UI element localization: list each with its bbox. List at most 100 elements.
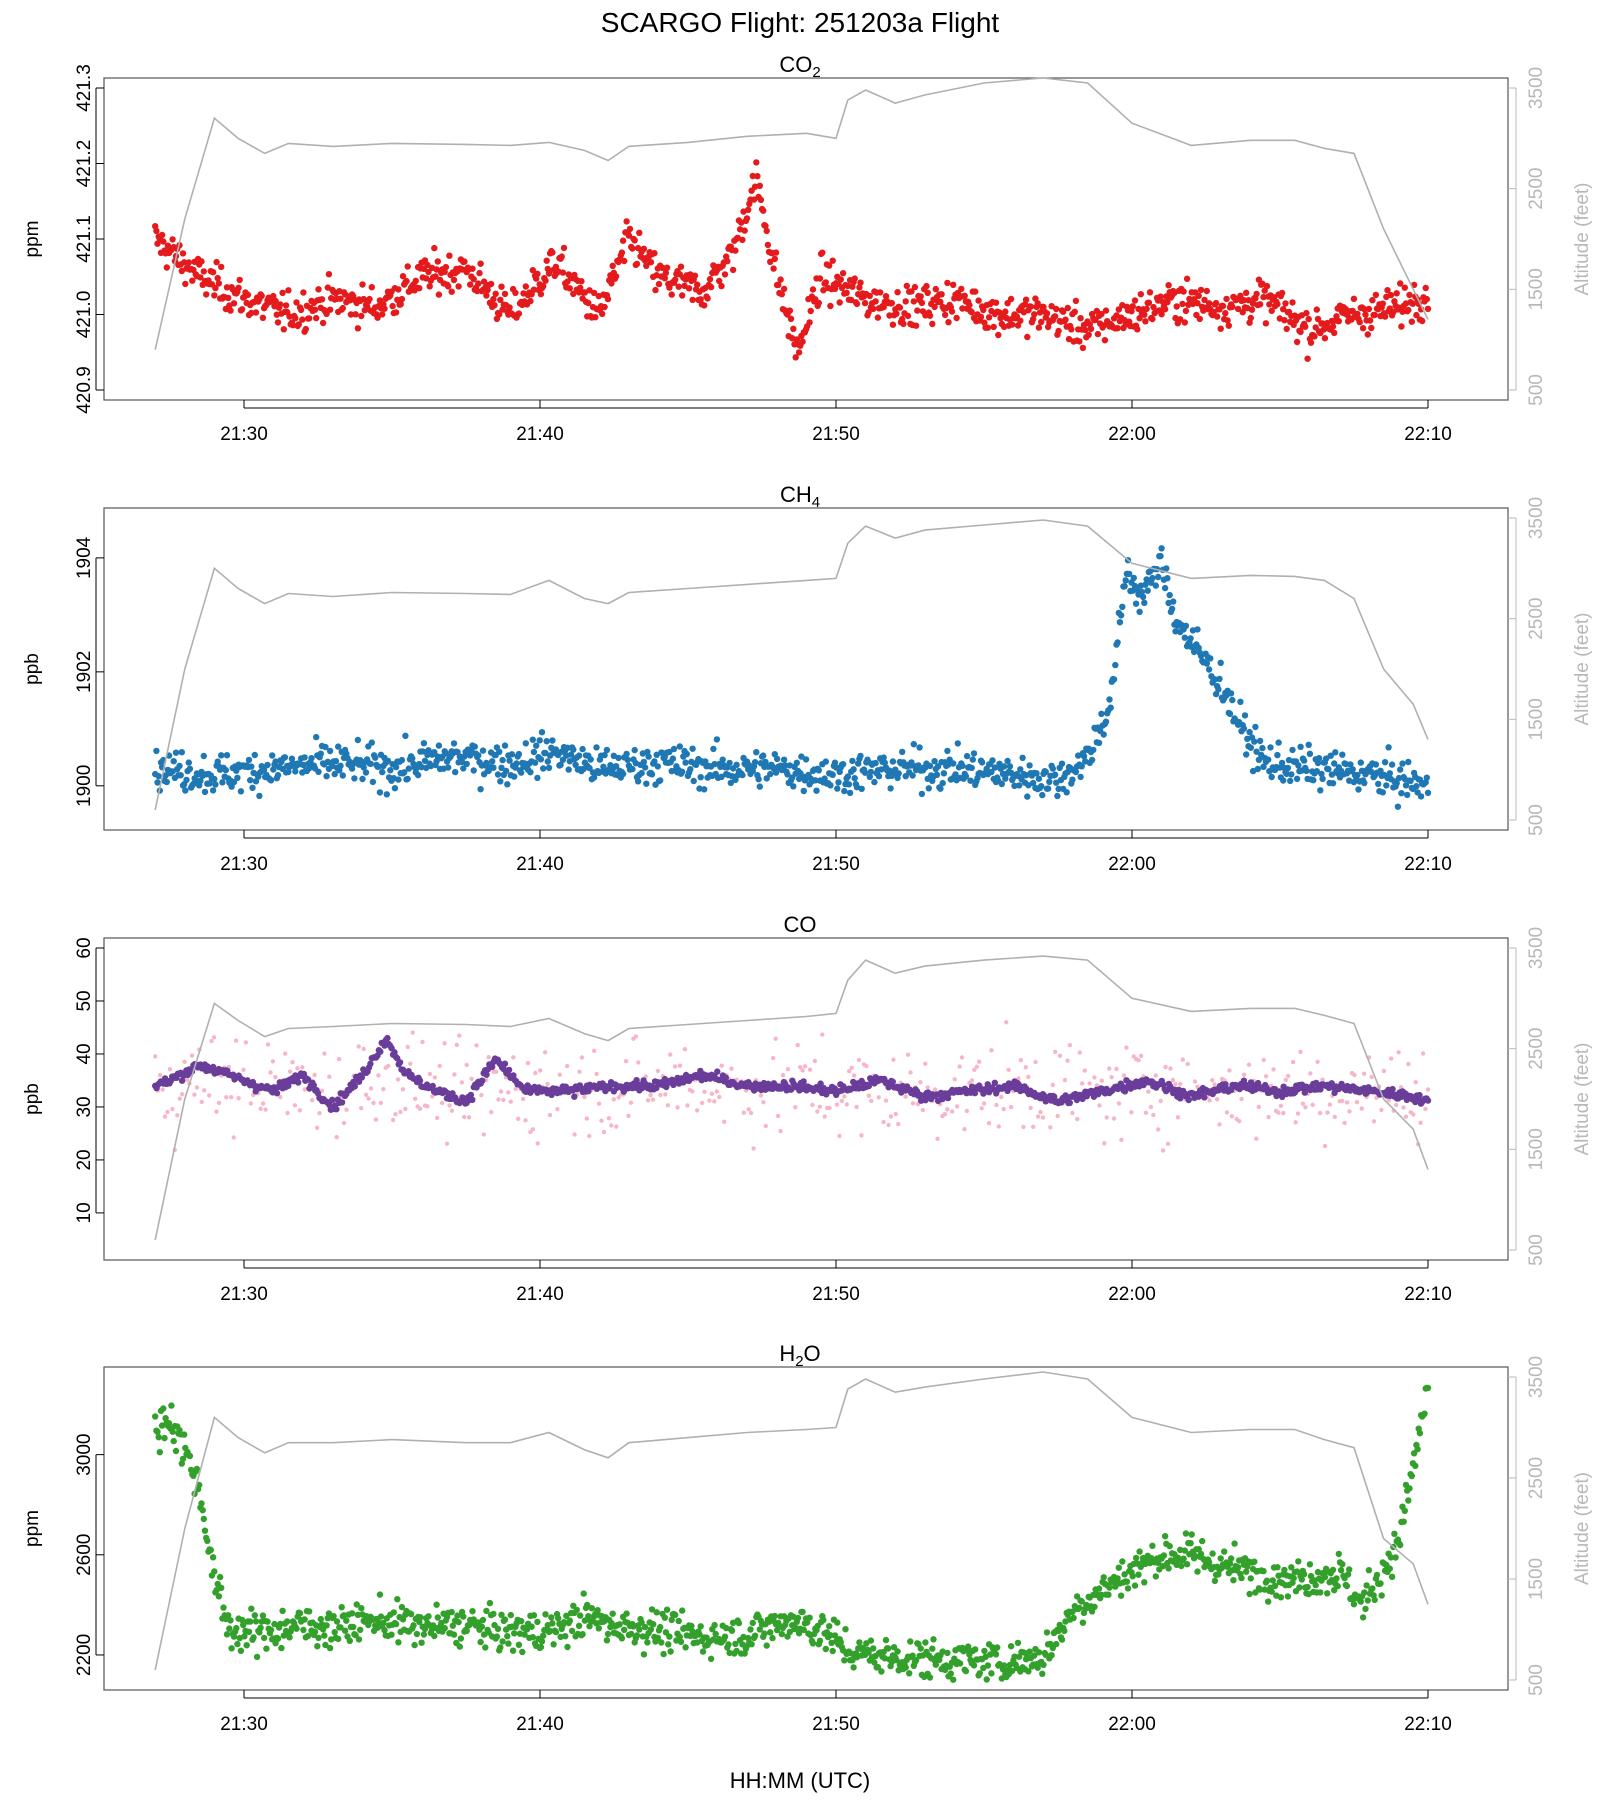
data-point xyxy=(668,1052,673,1057)
data-point xyxy=(1082,326,1089,334)
data-point xyxy=(256,792,263,800)
data-point xyxy=(1039,1670,1046,1678)
data-point xyxy=(1406,1061,1411,1067)
data-point xyxy=(182,1059,187,1065)
panel-co: CO102030405060ppb500150025003500Altitude… xyxy=(22,912,1593,1305)
data-point xyxy=(991,1079,998,1087)
data-point xyxy=(1362,1071,1367,1076)
data-point xyxy=(679,1607,686,1614)
data-point xyxy=(549,249,556,256)
data-point xyxy=(599,310,606,318)
data-point xyxy=(290,1060,295,1065)
data-point xyxy=(807,1067,813,1072)
data-point xyxy=(1295,1558,1302,1565)
data-point xyxy=(1283,325,1290,333)
data-point xyxy=(1160,1552,1168,1559)
data-point xyxy=(1205,1559,1213,1566)
data-point xyxy=(937,785,944,792)
data-point xyxy=(689,745,696,752)
data-point xyxy=(934,763,942,770)
data-point xyxy=(209,269,217,276)
data-point xyxy=(1234,305,1242,313)
data-point xyxy=(212,781,219,788)
data-point xyxy=(279,1607,286,1615)
data-point xyxy=(764,241,772,249)
data-point xyxy=(1004,757,1011,765)
data-point xyxy=(1006,1067,1011,1073)
data-point xyxy=(653,1084,660,1092)
data-point xyxy=(988,768,995,776)
data-point xyxy=(1369,1585,1376,1592)
data-point xyxy=(771,1055,776,1061)
data-point xyxy=(248,1101,253,1106)
data-point xyxy=(1378,1592,1385,1599)
data-point xyxy=(333,1618,341,1625)
data-point xyxy=(633,1077,640,1084)
data-point xyxy=(326,1644,334,1652)
data-point xyxy=(153,1054,158,1059)
data-point xyxy=(182,787,189,794)
data-point xyxy=(1268,307,1275,314)
data-point xyxy=(1166,591,1173,599)
data-point xyxy=(260,1101,266,1106)
data-point xyxy=(247,777,254,784)
data-point xyxy=(579,1631,586,1638)
data-point xyxy=(707,283,715,291)
data-point xyxy=(756,182,763,189)
data-point xyxy=(1199,1537,1206,1545)
data-point xyxy=(914,307,921,314)
data-point xyxy=(372,754,379,761)
data-point xyxy=(383,791,390,798)
data-point xyxy=(481,1132,486,1137)
data-point xyxy=(1389,1056,1394,1061)
data-point xyxy=(1403,1114,1409,1119)
data-point xyxy=(501,742,509,749)
data-point xyxy=(821,775,828,782)
data-point xyxy=(654,1634,661,1642)
data-point xyxy=(780,756,788,763)
data-point xyxy=(1251,738,1258,745)
data-point xyxy=(587,1133,592,1139)
data-point xyxy=(661,1614,668,1621)
data-point xyxy=(971,1089,979,1097)
data-point xyxy=(595,1625,602,1632)
data-point xyxy=(278,1644,285,1652)
data-point xyxy=(798,1065,803,1070)
data-point xyxy=(1265,756,1272,763)
data-point xyxy=(469,1608,476,1615)
data-point xyxy=(819,249,826,256)
data-point xyxy=(285,287,292,294)
data-point xyxy=(701,786,708,793)
data-point xyxy=(319,1088,325,1094)
data-point xyxy=(751,1146,756,1151)
data-point xyxy=(579,745,586,753)
data-point xyxy=(899,748,906,756)
data-point xyxy=(716,277,723,285)
data-point xyxy=(496,311,503,318)
data-point xyxy=(958,285,965,293)
data-point xyxy=(1329,1566,1337,1574)
data-point xyxy=(612,273,620,280)
y-tick-label: 2600 xyxy=(74,1534,95,1576)
data-point xyxy=(361,1046,366,1052)
data-point xyxy=(1243,289,1250,296)
data-point xyxy=(925,785,932,792)
data-point xyxy=(356,1044,361,1049)
data-point xyxy=(995,331,1002,339)
data-point xyxy=(1057,1053,1063,1059)
data-point xyxy=(666,748,673,756)
data-point xyxy=(968,764,975,772)
data-point xyxy=(1260,763,1267,770)
data-point xyxy=(938,291,945,298)
data-point xyxy=(952,771,959,778)
data-point xyxy=(608,280,615,287)
data-point xyxy=(1070,1110,1075,1116)
data-point xyxy=(236,276,243,284)
data-point xyxy=(606,1116,612,1121)
data-point xyxy=(1313,768,1321,775)
data-point xyxy=(1194,300,1201,307)
data-point xyxy=(432,1075,437,1080)
data-point xyxy=(967,777,974,784)
data-point xyxy=(1020,1649,1027,1656)
data-point xyxy=(757,196,765,204)
